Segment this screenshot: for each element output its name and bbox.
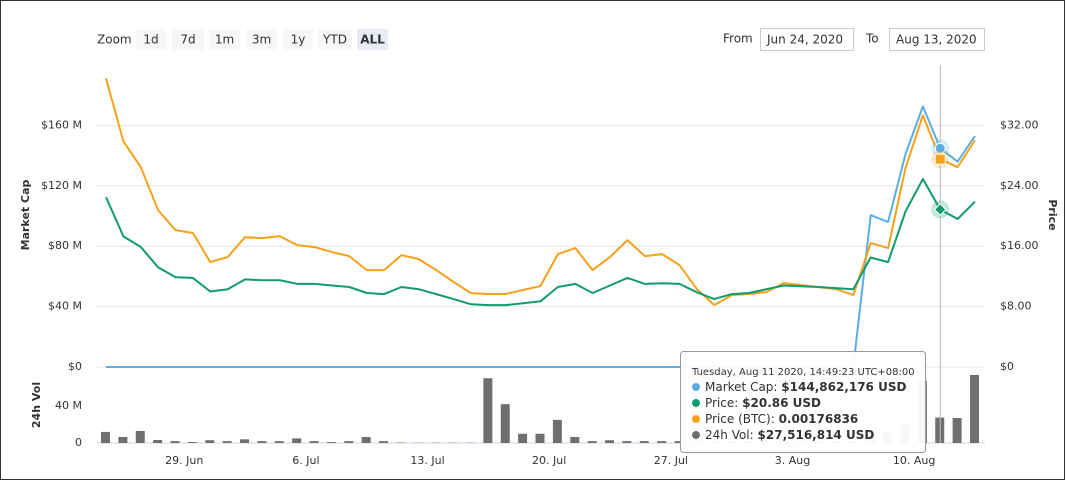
zoom-button[interactable]: [246, 29, 277, 50]
volume-bar: [309, 441, 319, 443]
volume-bar: [101, 431, 110, 443]
zoom-button[interactable]: [136, 29, 166, 50]
series-line: [105, 178, 976, 307]
volume-bar: [587, 441, 597, 443]
volume-bar: [326, 442, 336, 443]
zoom-button[interactable]: [209, 29, 240, 50]
zoom-button-label[interactable]: 3m: [252, 33, 271, 47]
tooltip-row-value: $144,862,176 USD: [781, 380, 906, 394]
to-label: To: [865, 32, 879, 46]
y2-tick-label: $8.00: [1000, 300, 1032, 313]
from-label: From: [723, 32, 753, 46]
volume-bar: [240, 439, 250, 443]
volume-bar: [552, 419, 562, 443]
volume-bar: [135, 430, 145, 443]
from-date[interactable]: Jun 24, 2020: [766, 33, 843, 47]
volume-bar: [952, 418, 962, 443]
tooltip-title: Tuesday, Aug 11 2020, 14:49:23 UTC+08:00: [691, 367, 915, 378]
x-tick-label: 6. Jul: [292, 454, 319, 467]
zoom-button-label[interactable]: ALL: [360, 33, 385, 47]
volume-bar: [500, 404, 510, 443]
x-tick-label: 3. Aug: [775, 454, 810, 467]
y-tick-label: $0: [68, 360, 82, 373]
zoom-button[interactable]: [357, 29, 388, 50]
tooltip-row: 24h Vol: $27,516,814 USD: [705, 428, 874, 442]
zoom-button-label[interactable]: 7d: [180, 33, 195, 47]
volume-bar: [153, 440, 163, 443]
volume-bar: [483, 378, 493, 443]
y-axis-title: Market Cap: [19, 180, 32, 251]
volume-bar: [970, 375, 979, 443]
tooltip-row-label: Price:: [705, 396, 738, 410]
volume-bar: [344, 441, 354, 443]
tooltip-box: [680, 351, 926, 453]
volume-bar: [535, 433, 545, 443]
volume-bar: [205, 440, 215, 443]
y2-tick-label: $16.00: [1000, 239, 1039, 252]
tooltip-dot: [692, 415, 700, 423]
volume-bar: [361, 436, 371, 443]
x-tick-label: 27. Jul: [654, 454, 688, 467]
zoom-button-label[interactable]: 1d: [143, 33, 158, 47]
from-input[interactable]: [760, 28, 854, 51]
volume-tick-label: 0: [75, 436, 82, 449]
volume-tick-label: 40 M: [55, 399, 82, 412]
zoom-button[interactable]: [283, 29, 313, 50]
volume-bar: [379, 441, 389, 443]
volume-bar: [657, 441, 667, 443]
volume-bar: [257, 441, 267, 443]
volume-bar: [292, 438, 302, 443]
volume-bar: [187, 442, 197, 443]
volume-bar: [570, 436, 580, 443]
y2-axis-title: Price: [1046, 199, 1059, 230]
volume-bar: [605, 440, 615, 443]
volume-bar: [622, 441, 632, 443]
tooltip-row: Price: $20.86 USD: [705, 396, 821, 410]
tooltip-dot: [692, 431, 700, 439]
tooltip-row-label: Market Cap:: [705, 380, 777, 394]
volume-bar: [170, 441, 180, 443]
volume-bar: [518, 433, 528, 443]
volume-bar: [274, 441, 284, 443]
to-input[interactable]: [889, 28, 985, 51]
y2-tick-label: $24.00: [1000, 179, 1039, 192]
y-tick-label: $80 M: [48, 239, 82, 252]
hover-marker: [934, 142, 946, 154]
volume-bar: [118, 436, 128, 443]
volume-axis-title: 24h Vol: [30, 382, 43, 428]
x-tick-label: 29. Jun: [165, 454, 203, 467]
zoom-button-label[interactable]: YTD: [322, 33, 347, 47]
tooltip-row: Market Cap: $144,862,176 USD: [705, 380, 906, 394]
zoom-button-label[interactable]: 1y: [291, 33, 306, 47]
y-tick-label: $120 M: [41, 179, 82, 192]
tooltip-row-value: $27,516,814 USD: [758, 428, 875, 442]
y-tick-label: $40 M: [48, 300, 82, 313]
x-tick-label: 10. Aug: [893, 454, 935, 467]
tooltip-row-value: 0.00176836: [779, 412, 859, 426]
y-tick-label: $160 M: [41, 118, 82, 131]
x-tick-label: 20. Jul: [532, 454, 566, 467]
hover-marker: [934, 153, 946, 165]
zoom-button-label[interactable]: 1m: [215, 33, 234, 47]
zoom-label: Zoom: [97, 33, 132, 47]
tooltip-row-value: $20.86 USD: [742, 396, 821, 410]
tooltip-dot: [692, 383, 700, 391]
tooltip-row-label: 24h Vol:: [705, 428, 754, 442]
volume-bar: [222, 441, 232, 443]
tooltip-row: Price (BTC): 0.00176836: [705, 412, 858, 426]
y2-tick-label: $0: [1000, 360, 1014, 373]
volume-bar: [674, 441, 684, 443]
tooltip-dot: [692, 399, 700, 407]
zoom-button[interactable]: [318, 29, 352, 50]
zoom-button[interactable]: [172, 29, 204, 50]
volume-bar: [639, 441, 649, 443]
to-date[interactable]: Aug 13, 2020: [896, 33, 977, 47]
hover-marker: [933, 203, 947, 216]
y2-tick-label: $32.00: [1000, 118, 1039, 131]
tooltip-row-label: Price (BTC):: [705, 412, 775, 426]
tooltip: Tuesday, Aug 11 2020, 14:49:23 UTC+08:00…: [680, 351, 926, 453]
x-tick-label: 13. Jul: [410, 454, 444, 467]
